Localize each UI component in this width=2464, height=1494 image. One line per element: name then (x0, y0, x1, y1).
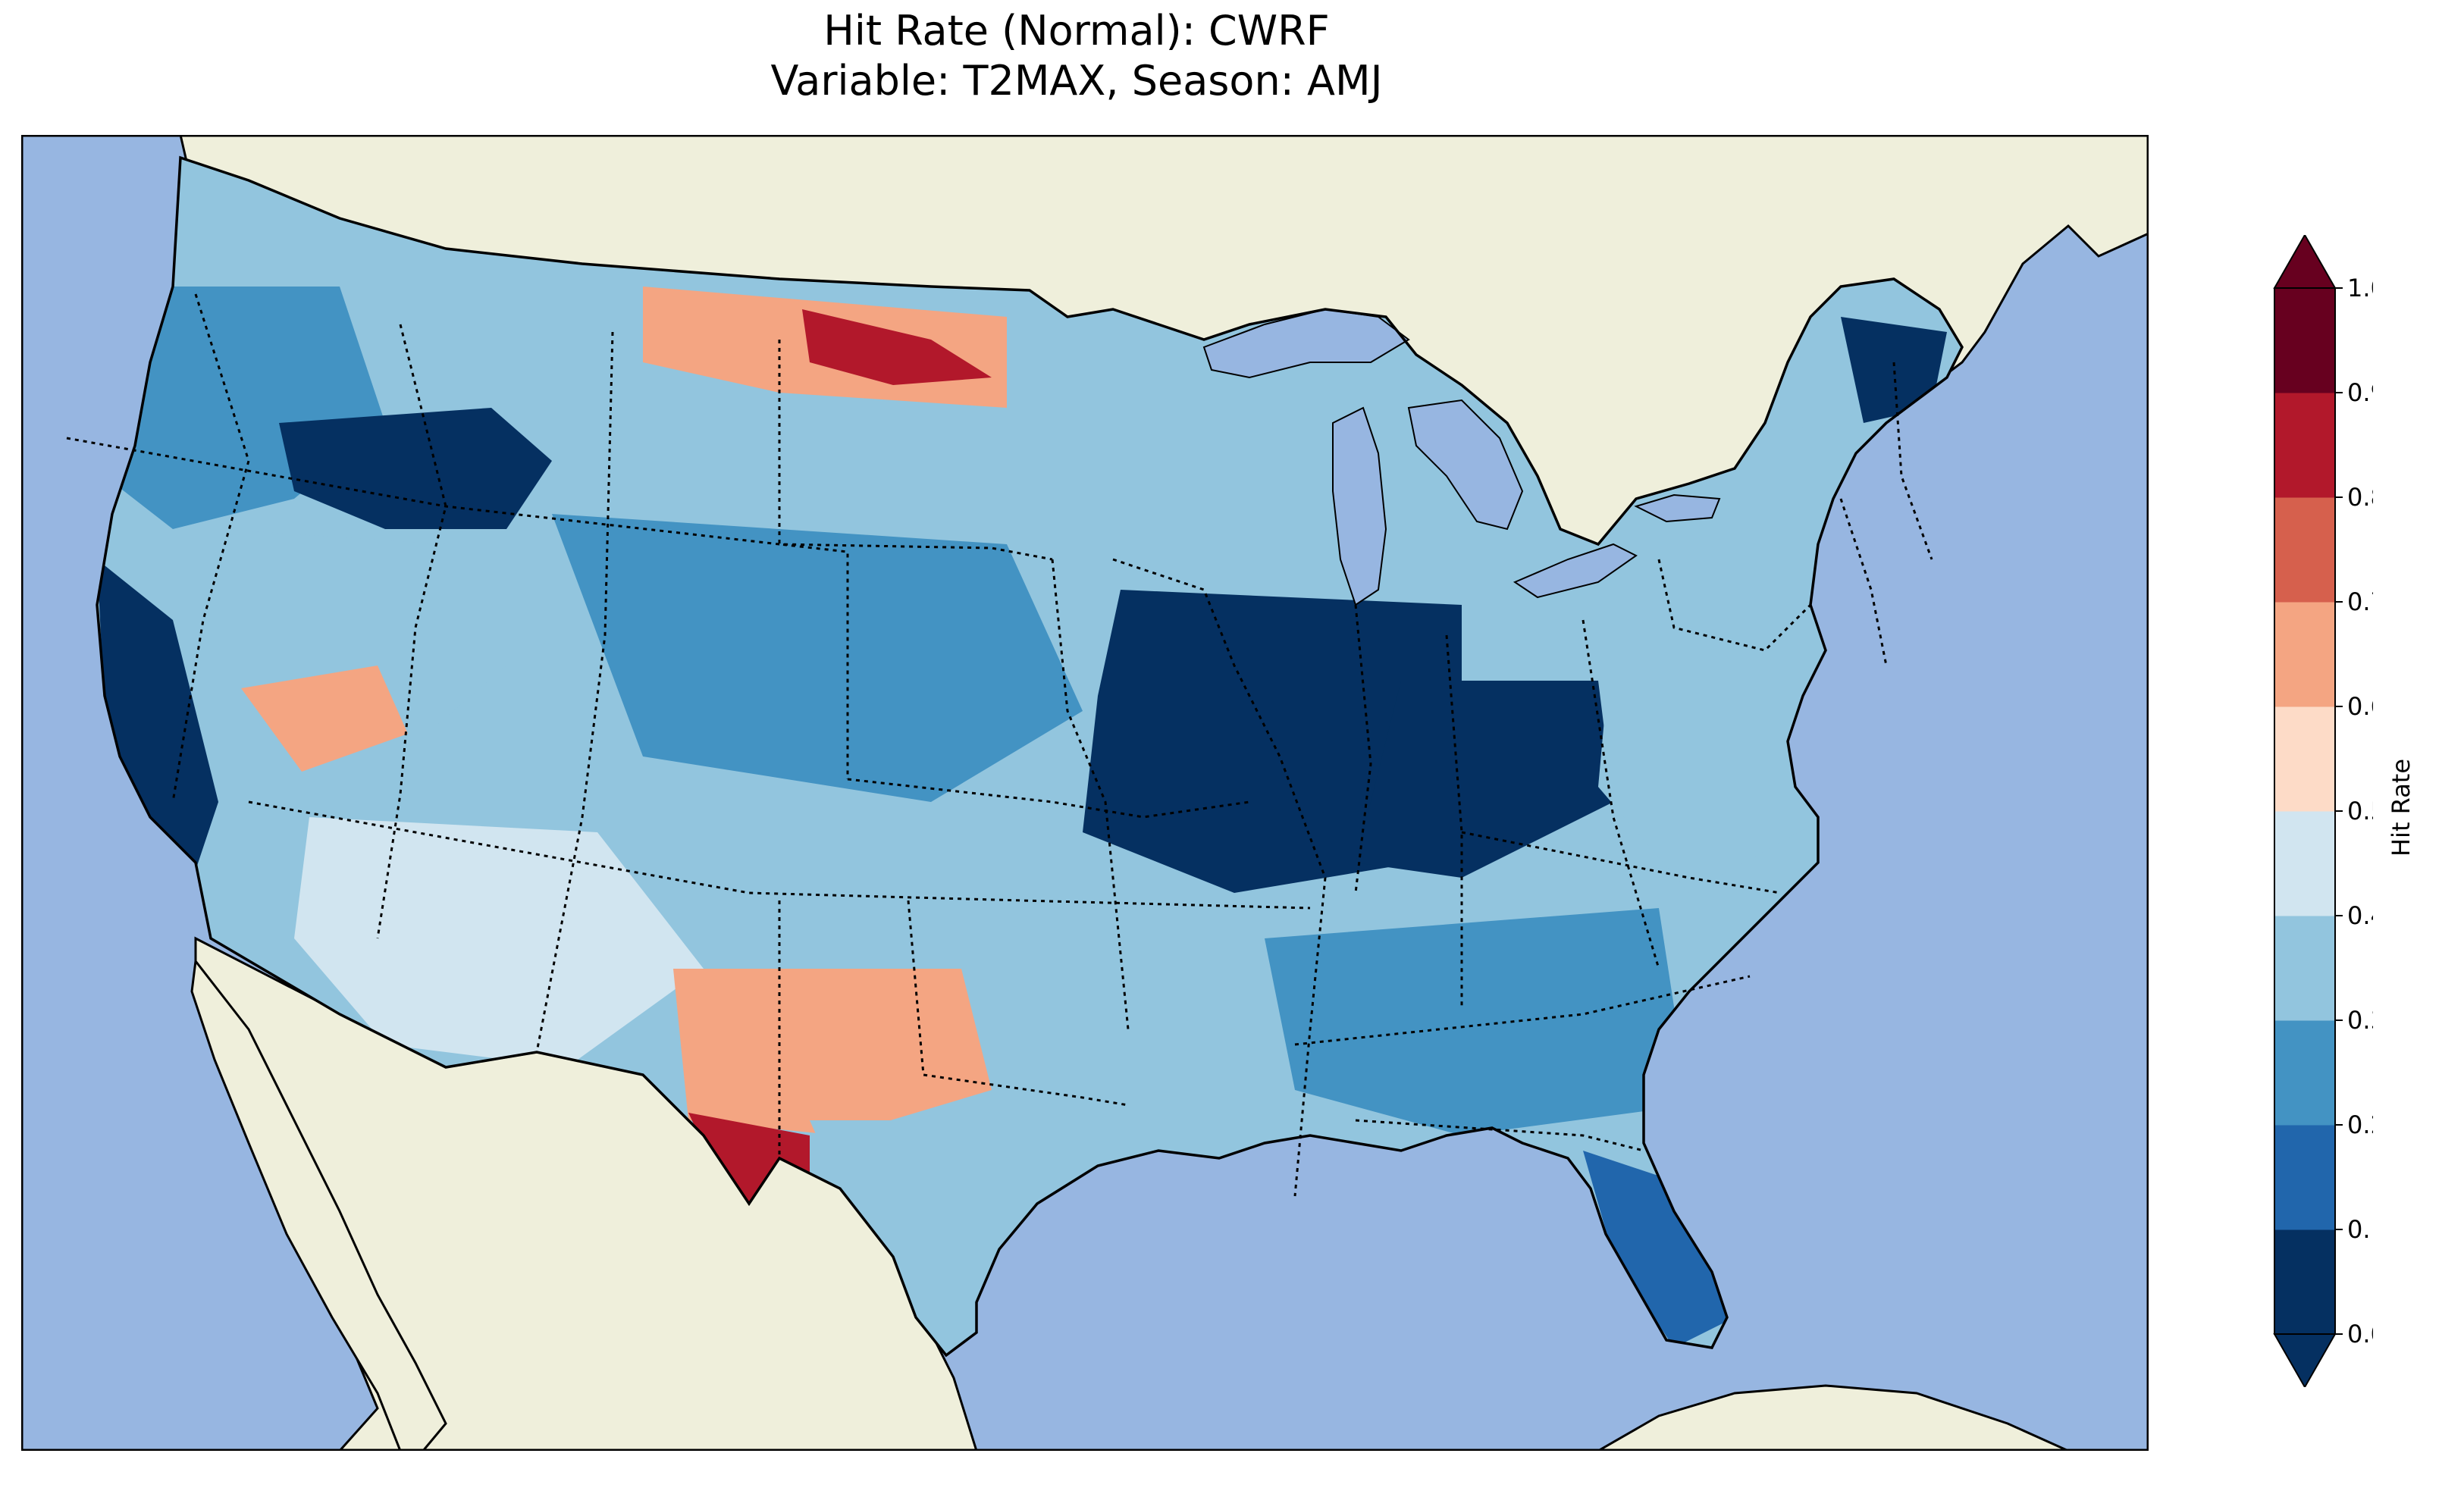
colorbar-segment (2274, 1229, 2335, 1335)
colorbar: 0.0 0.1 0.2 0.3 0.4 0.5 0.6 0.7 0.8 0.9 1.0 (2273, 235, 2373, 1387)
colorbar-tick-label: 0.4 (2347, 901, 2373, 930)
colorbar-tick-label: 0.6 (2347, 692, 2373, 721)
region-north-dakota (802, 309, 992, 385)
map-panel (21, 135, 2149, 1451)
chart-title: Hit Rate (Normal): CWRF Variable: T2MAX,… (0, 6, 2153, 106)
region-south-texas (810, 1120, 1022, 1348)
colorbar-tick-label: 0.9 (2347, 378, 2373, 407)
colorbar-segment (2274, 497, 2335, 603)
colorbar-tick-label: 0.8 (2347, 483, 2373, 512)
conus-coastline (96, 155, 1964, 1358)
colorbar-max-arrow (2273, 235, 2337, 289)
colorbar-segment (2274, 393, 2335, 498)
colorbar-segment (2274, 602, 2335, 707)
colorbar-segment (2274, 811, 2335, 916)
region-mid-atlantic (1598, 605, 1826, 893)
lake-michigan (1332, 406, 1387, 606)
lake-ontario (1634, 493, 1721, 523)
region-central-plains (552, 514, 1083, 802)
region-southwest (294, 817, 704, 1067)
colorbar-tick-label: 0.7 (2347, 587, 2373, 616)
colorbar-tick-label: 0.2 (2347, 1110, 2373, 1139)
title-line-2: Variable: T2MAX, Season: AMJ (770, 57, 1383, 105)
colorbar-segment (2274, 288, 2335, 393)
colorbar-segment (2274, 1020, 2335, 1126)
colorbar-segment (2274, 1125, 2335, 1230)
map-frame (21, 135, 2149, 1451)
cuba-land (1595, 1384, 2069, 1451)
lake-erie (1513, 543, 1638, 599)
colorbar-min-arrow (2273, 1333, 2337, 1387)
baja-land (190, 958, 447, 1451)
region-nevada-pocket (241, 666, 408, 772)
colorbar-segment (2274, 706, 2335, 812)
colorbar-tick-label: 1.0 (2347, 274, 2373, 302)
colorbar-label: Hit Rate (2387, 758, 2415, 857)
colorbar-segment (2274, 916, 2335, 1021)
region-florida (1583, 1151, 1735, 1348)
great-lakes (1202, 308, 1721, 606)
colorbar-tick-label: 0.3 (2347, 1006, 2373, 1035)
region-southeast (1265, 908, 1689, 1135)
state-borders (66, 293, 1933, 1197)
lake-huron (1407, 399, 1524, 531)
region-california-coast (97, 559, 218, 893)
region-ohio-valley (1356, 681, 1613, 878)
colorbar-tick-label: 0.1 (2347, 1215, 2373, 1244)
colorbar-tick-label: 0.0 (2347, 1320, 2373, 1348)
region-west-texas (673, 969, 992, 1135)
colorbar-tick-label: 0.5 (2347, 797, 2373, 825)
title-line-1: Hit Rate (Normal): CWRF (823, 7, 1330, 55)
lake-superior (1202, 308, 1410, 379)
region-northern-rockies (279, 408, 552, 529)
